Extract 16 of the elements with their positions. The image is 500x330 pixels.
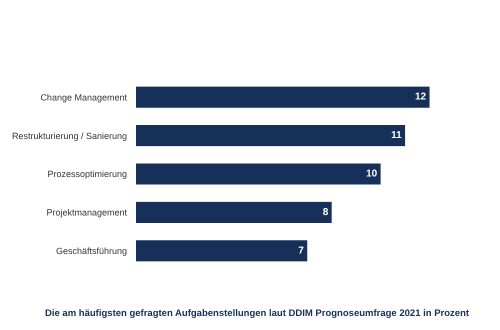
bar	[136, 240, 308, 262]
data-label: 7	[298, 245, 304, 256]
y-tick-label: Projektmanagement	[46, 208, 128, 218]
bar	[136, 86, 430, 108]
data-label: 10	[366, 168, 378, 180]
y-tick-label: Restrukturierung / Sanierung	[12, 130, 127, 141]
y-tick-label: Geschäftsführung	[56, 246, 127, 256]
text: Die am häufigsten gefragten Aufgabenstellungen laut DDIM Prognoseumfrage 2021 in Prozent	[45, 308, 470, 319]
bar	[136, 125, 406, 146]
data-label: 12	[414, 92, 427, 103]
y-tick-label: Change Management	[40, 92, 128, 102]
data-label: 11	[391, 130, 402, 142]
bar	[136, 163, 381, 185]
data-label: 8	[322, 206, 329, 218]
y-tick-label: Prozessoptimierung	[47, 169, 127, 180]
bar	[136, 202, 332, 223]
